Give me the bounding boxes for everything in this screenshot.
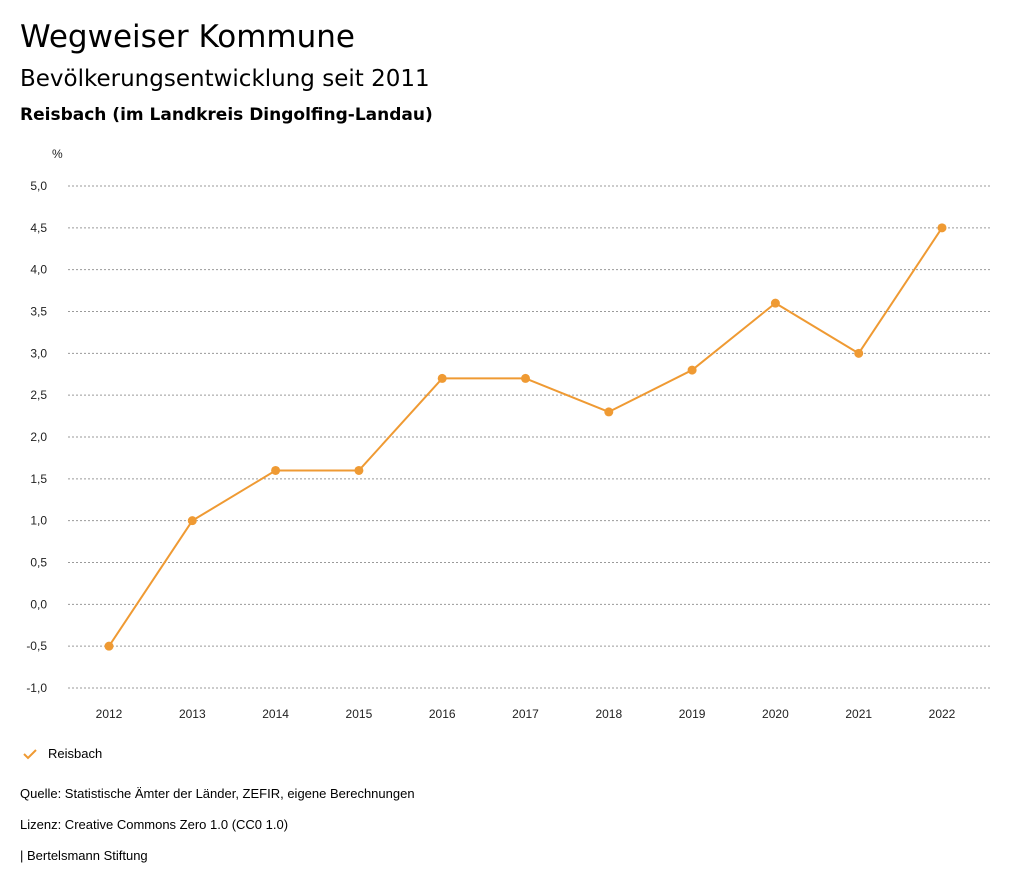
x-tick-label: 2013 <box>179 707 206 721</box>
x-axis-ticks: 2012 2013 2014 2015 2016 2017 2018 2019 2020 2021… <box>96 707 956 721</box>
publisher-note: | Bertelsmann Stiftung <box>20 848 148 863</box>
data-point-2022[interactable] <box>937 223 947 233</box>
legend-label: Reisbach <box>48 746 103 761</box>
y-tick-label: -0,5 <box>26 639 47 653</box>
data-point-2014[interactable] <box>271 465 281 475</box>
data-point-2015[interactable] <box>354 465 364 475</box>
y-tick-label: 2,5 <box>30 388 47 402</box>
y-tick-label: 1,5 <box>30 472 47 486</box>
data-point-2012[interactable] <box>104 641 114 651</box>
y-tick-label: 3,5 <box>30 305 47 319</box>
x-tick-label: 2015 <box>346 707 373 721</box>
x-tick-label: 2019 <box>679 707 706 721</box>
data-point-2019[interactable] <box>687 365 697 375</box>
y-tick-label: 1,0 <box>30 514 47 528</box>
page-title: Wegweiser Kommune <box>20 19 355 55</box>
x-tick-label: 2016 <box>429 707 456 721</box>
source-note: Quelle: Statistische Ämter der Länder, Z… <box>20 786 415 801</box>
data-point-2020[interactable] <box>770 298 780 308</box>
y-axis-label: % <box>52 147 63 161</box>
y-tick-label: -1,0 <box>26 681 47 695</box>
data-point-2017[interactable] <box>521 373 530 383</box>
data-point-2021[interactable] <box>854 348 864 358</box>
chart-title: Bevölkerungsentwicklung seit 2011 <box>20 66 430 92</box>
line-chart: % -1,0 -0,5 0,0 0,5 1,0 1,5 2,0 2,5 3,0 3,5 4,0 4,5… <box>26 147 990 721</box>
y-tick-label: 0,0 <box>30 597 47 611</box>
y-axis-ticks: -1,0 -0,5 0,0 0,5 1,0 1,5 2,0 2,5 3,0 3,5 4,0 4,5 5,… <box>26 179 47 695</box>
grid-lines <box>68 185 990 689</box>
y-tick-label: 3,0 <box>30 346 47 360</box>
series-reisbach <box>104 223 947 651</box>
x-tick-label: 2014 <box>262 707 289 721</box>
x-tick-label: 2018 <box>595 707 622 721</box>
x-tick-label: 2017 <box>512 707 539 721</box>
check-icon <box>23 749 37 760</box>
x-tick-label: 2012 <box>96 707 123 721</box>
data-point-2018[interactable] <box>604 407 614 417</box>
y-tick-label: 4,5 <box>30 221 47 235</box>
y-tick-label: 0,5 <box>30 556 47 570</box>
legend-item-reisbach[interactable]: Reisbach <box>22 744 102 764</box>
y-tick-label: 2,0 <box>30 430 47 444</box>
x-tick-label: 2021 <box>845 707 872 721</box>
data-point-2016[interactable] <box>437 373 447 383</box>
data-point-2013[interactable] <box>187 516 197 526</box>
x-tick-label: 2020 <box>762 707 789 721</box>
y-tick-label: 5,0 <box>30 179 47 193</box>
x-tick-label: 2022 <box>929 707 956 721</box>
chart-subtitle: Reisbach (im Landkreis Dingolfing-Landau… <box>20 105 433 125</box>
y-tick-label: 4,0 <box>30 263 47 277</box>
license-note: Lizenz: Creative Commons Zero 1.0 (CC0 1… <box>20 817 289 832</box>
